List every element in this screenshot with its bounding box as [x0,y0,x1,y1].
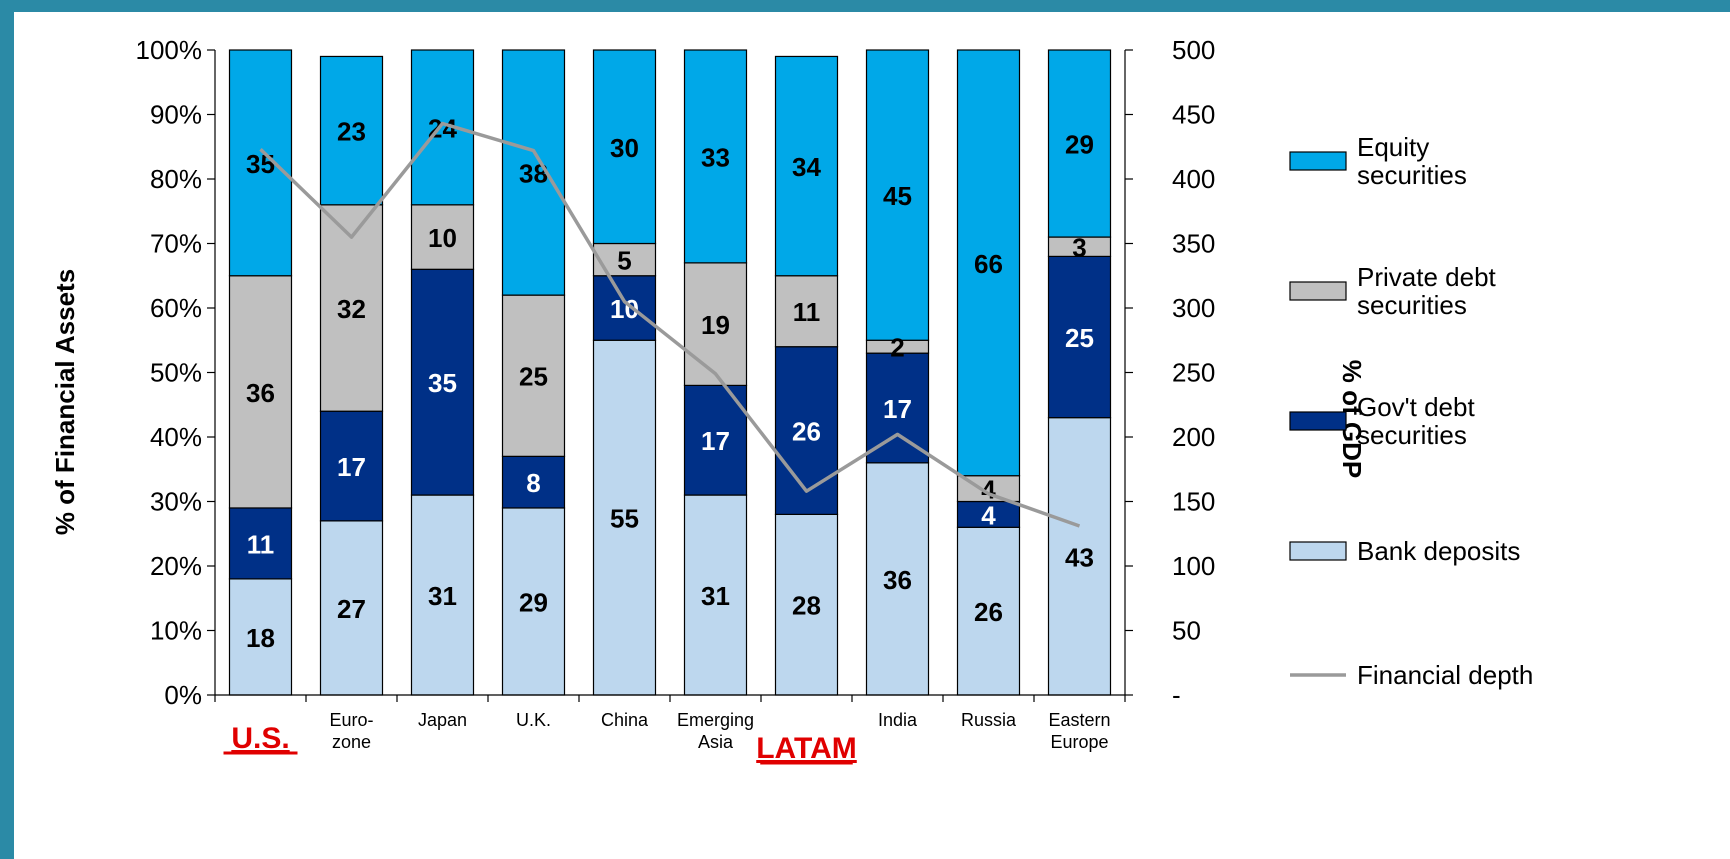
category-label: Russia [961,710,1017,730]
legend-label: securities [1357,290,1467,320]
category-label-highlighted: LATAM [756,732,857,765]
left-axis-tick-label: 30% [150,487,202,517]
right-axis-tick-label: 200 [1172,422,1215,452]
category-label: Eastern [1048,710,1110,730]
data-label: 4 [981,500,996,530]
data-label: 55 [610,504,639,534]
left-axis-tick-label: 60% [150,293,202,323]
data-label: 25 [519,362,548,392]
data-label: 23 [337,117,366,147]
legend-swatch [1290,152,1346,170]
data-label: 29 [519,587,548,617]
right-axis-tick-label: 100 [1172,551,1215,581]
data-label: 2 [890,333,904,363]
data-label: 11 [247,529,275,559]
data-label: 38 [519,159,548,189]
data-label: 43 [1065,542,1094,572]
left-axis-tick-label: 20% [150,551,202,581]
data-label: 27 [337,594,366,624]
category-label: China [601,710,649,730]
left-axis-title: % of Financial Assets [50,269,80,535]
category-label: Europe [1050,732,1108,752]
data-label: 10 [428,223,457,253]
legend-label: Financial depth [1357,660,1533,690]
left-axis-tick-label: 70% [150,229,202,259]
left-axis-tick-label: 40% [150,422,202,452]
category-label: Emerging [677,710,754,730]
legend-label: Equity [1357,132,1429,162]
right-axis-tick-label: - [1172,680,1181,710]
data-label: 17 [337,452,366,482]
data-label: 30 [610,133,639,163]
left-axis-tick-label: 80% [150,164,202,194]
data-label: 45 [883,181,912,211]
left-axis-tick-label: 90% [150,100,202,130]
category-label: zone [332,732,371,752]
data-label: 32 [337,294,366,324]
category-label-highlighted: U.S. [231,722,289,755]
data-label: 11 [793,297,821,327]
right-axis-tick-label: 50 [1172,616,1201,646]
data-label: 66 [974,249,1003,279]
data-label: 17 [883,394,912,424]
data-label: 26 [792,417,821,447]
data-label: 31 [428,581,457,611]
data-label: 5 [617,246,631,276]
data-label: 19 [701,310,730,340]
legend-swatch [1290,542,1346,560]
data-label: 36 [246,378,275,408]
left-axis-tick-label: 0% [164,680,202,710]
legend-swatch [1290,412,1346,430]
legend-label: securities [1357,160,1467,190]
data-label: 18 [246,623,275,653]
category-label: Japan [418,710,467,730]
right-axis-tick-label: 150 [1172,487,1215,517]
category-label: India [878,710,918,730]
data-label: 33 [701,142,730,172]
right-axis-tick-label: 350 [1172,229,1215,259]
right-axis-tick-label: 400 [1172,164,1215,194]
category-label: Euro- [329,710,373,730]
slide-border-left [0,0,14,859]
legend-swatch [1290,282,1346,300]
data-label: 36 [883,565,912,595]
right-axis-tick-label: 250 [1172,358,1215,388]
legend-label: securities [1357,420,1467,450]
data-label: 3 [1072,233,1086,263]
category-label: U.K. [516,710,551,730]
right-axis-tick-label: 300 [1172,293,1215,323]
data-label: 29 [1065,130,1094,160]
data-label: 28 [792,591,821,621]
data-label: 34 [792,152,821,182]
right-axis-tick-label: 450 [1172,100,1215,130]
data-label: 35 [246,149,275,179]
left-axis-tick-label: 50% [150,358,202,388]
legend-label: Gov't debt [1357,392,1475,422]
data-label: 17 [701,426,730,456]
data-label: 26 [974,597,1003,627]
data-label: 31 [701,581,730,611]
legend-label: Bank deposits [1357,536,1520,566]
data-label: 35 [428,368,457,398]
right-axis-tick-label: 500 [1172,35,1215,65]
data-label: 8 [526,468,540,498]
legend-label: Private debt [1357,262,1497,292]
data-label: 25 [1065,323,1094,353]
left-axis-tick-label: 10% [150,616,202,646]
left-axis-tick-label: 100% [136,35,203,65]
slide-border-top [0,0,1730,12]
category-label: Asia [698,732,734,752]
